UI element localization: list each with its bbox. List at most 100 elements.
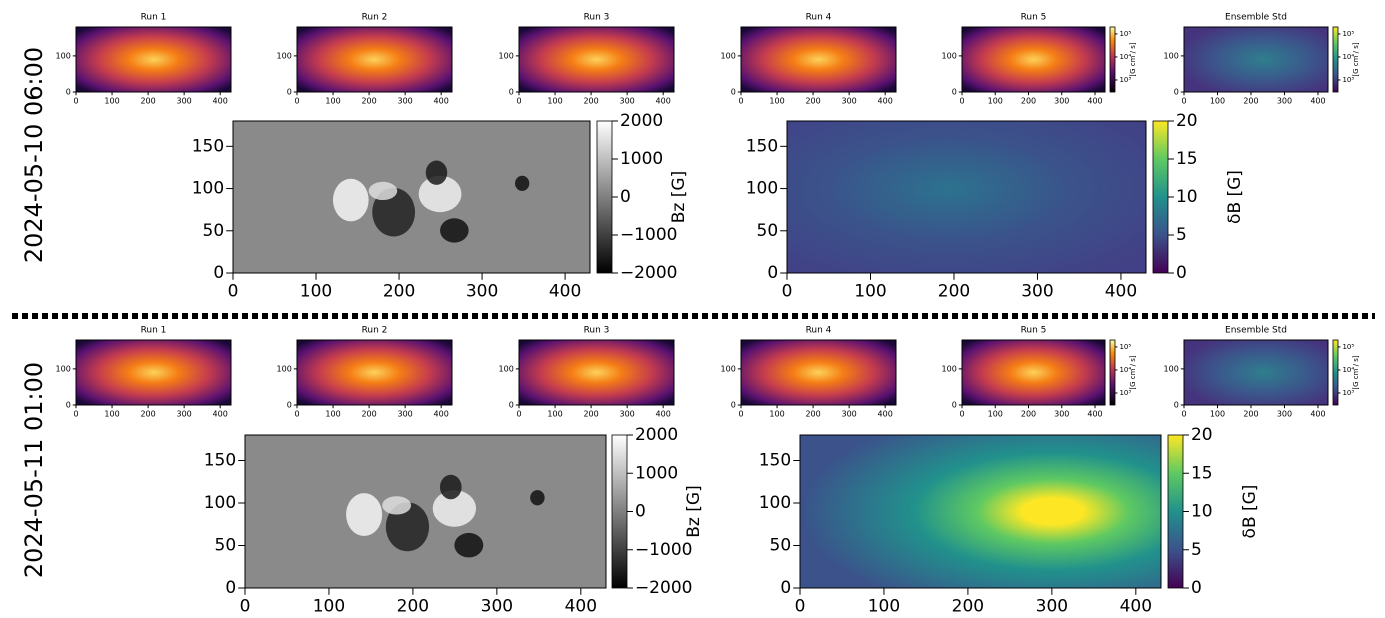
x-tick-label: 100 (1210, 409, 1225, 418)
x-tick-label: 400 (1087, 96, 1102, 105)
y-tick-label: 0 (213, 263, 224, 283)
colorbar-label: δB [G] (1225, 170, 1245, 224)
y-tick-label: 100 (721, 364, 736, 373)
x-tick-label: 100 (104, 96, 119, 105)
heatmap-image (519, 340, 674, 405)
x-tick-label: 200 (583, 96, 598, 105)
heatmap-image (233, 121, 590, 273)
x-tick-label: 400 (213, 96, 228, 105)
heatmap-image (519, 27, 674, 92)
colorbar-tick-label: 0 (620, 187, 631, 207)
axes-frame (244, 434, 607, 589)
y-tick-label: 0 (287, 88, 292, 97)
x-tick-label: 300 (176, 96, 191, 105)
panel-title: Run 2 (362, 13, 388, 23)
axes-frame (296, 339, 453, 406)
magnetogram-feature (368, 181, 398, 201)
x-tick-label: 400 (434, 409, 449, 418)
y-tick-label: 100 (759, 493, 791, 513)
colorbar-label: δB [G] (1240, 485, 1260, 539)
axes-frame (961, 339, 1106, 406)
x-tick-label: 300 (1277, 96, 1292, 105)
magnetogram-feature (454, 532, 484, 558)
x-tick-label: 200 (583, 409, 598, 418)
axes-frame (296, 26, 453, 93)
axes-frame (961, 26, 1106, 93)
y-tick-label: 50 (770, 536, 792, 556)
y-tick-label: 50 (215, 536, 237, 556)
x-tick-label: 200 (140, 96, 155, 105)
panel-title: Run 1 (141, 13, 167, 23)
colorbar-label: [G cm / s] (1129, 355, 1137, 390)
colorbar-tick-label: 10⁴ (1342, 53, 1354, 61)
x-tick-label: 200 (397, 597, 429, 617)
y-tick-label: 100 (192, 179, 224, 199)
axes-frame (740, 339, 897, 406)
x-tick-label: 100 (547, 96, 562, 105)
x-tick-label: 100 (325, 96, 340, 105)
y-tick-label: 0 (225, 578, 236, 598)
magnetogram-feature (332, 178, 369, 222)
x-tick-label: 100 (104, 409, 119, 418)
heatmap-image (76, 340, 231, 405)
x-tick-label: 300 (619, 96, 634, 105)
axes-frame (518, 26, 675, 93)
x-tick-label: 0 (1181, 409, 1186, 418)
x-tick-label: 100 (769, 96, 784, 105)
y-tick-label: 150 (204, 451, 236, 471)
x-tick-label: 0 (73, 96, 78, 105)
y-tick-label: 0 (731, 88, 736, 97)
panel-title: Run 1 (141, 326, 167, 336)
y-tick-label: 150 (759, 451, 791, 471)
x-tick-label: 0 (1181, 96, 1186, 105)
row-date-label: 2024-05-11 01:00 (20, 362, 48, 578)
colorbar (1109, 26, 1116, 93)
y-tick-label: 150 (192, 136, 224, 156)
x-tick-label: 0 (738, 409, 743, 418)
axes-frame (1183, 26, 1329, 93)
y-tick-label: 0 (731, 401, 736, 410)
y-tick-label: 0 (66, 401, 71, 410)
x-tick-label: 400 (1105, 282, 1137, 302)
x-tick-label: 300 (466, 282, 498, 302)
x-tick-label: 400 (878, 409, 893, 418)
colorbar-tick-label: 10⁴ (1119, 53, 1131, 61)
colorbar-label: Bz [G] (684, 485, 704, 537)
y-tick-label: 150 (746, 136, 778, 156)
x-tick-label: 200 (1243, 96, 1258, 105)
x-tick-label: 100 (313, 597, 345, 617)
magnetogram-feature (418, 175, 462, 213)
panel-title: Run 4 (806, 326, 832, 336)
x-tick-label: 400 (213, 409, 228, 418)
heatmap-image (962, 27, 1105, 92)
x-tick-label: 100 (769, 409, 784, 418)
x-tick-label: 300 (481, 597, 513, 617)
y-tick-label: 100 (499, 51, 514, 60)
heatmap-image (1184, 340, 1328, 405)
x-tick-label: 400 (1310, 96, 1325, 105)
colorbar-tick-label: 10³ (1342, 76, 1354, 84)
x-tick-label: 200 (805, 96, 820, 105)
x-tick-label: 300 (1036, 597, 1068, 617)
magnetogram-feature (439, 474, 462, 500)
heatmap-image (962, 340, 1105, 405)
x-tick-label: 300 (1021, 282, 1053, 302)
y-tick-label: 0 (509, 88, 514, 97)
magnetogram-feature (432, 490, 477, 527)
heatmap-image (741, 340, 896, 405)
heatmap-image (1184, 27, 1328, 92)
colorbar-tick-label: 0 (635, 502, 646, 522)
colorbar-tick-label: 10⁴ (1342, 366, 1354, 374)
x-tick-label: 100 (325, 409, 340, 418)
heatmap-image (297, 340, 452, 405)
colorbar-tick-label: 20 (1176, 111, 1198, 131)
colorbar-tick-label: 5 (1176, 225, 1187, 245)
axes-frame (786, 120, 1147, 274)
x-tick-label: 300 (1054, 409, 1069, 418)
x-tick-label: 200 (1243, 409, 1258, 418)
magnetogram-feature (425, 160, 448, 185)
x-tick-label: 300 (397, 96, 412, 105)
y-tick-label: 100 (277, 51, 292, 60)
y-tick-label: 0 (509, 401, 514, 410)
